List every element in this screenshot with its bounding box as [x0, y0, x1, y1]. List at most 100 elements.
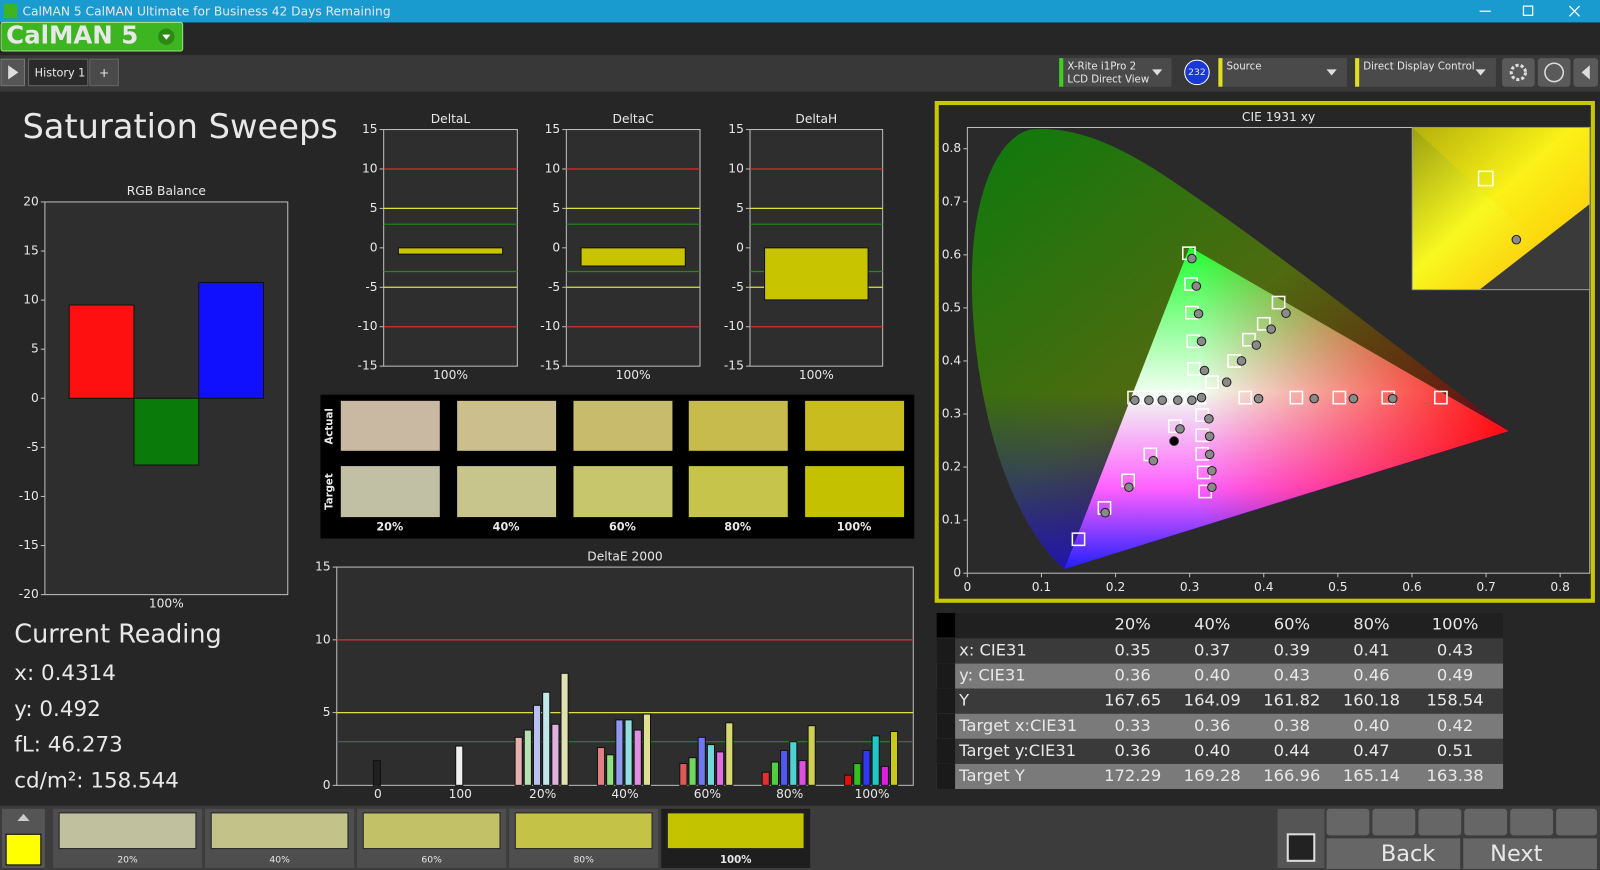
- tab-label: History 1: [35, 66, 86, 79]
- restore-button[interactable]: [1522, 5, 1534, 16]
- bar: [560, 672, 569, 786]
- table-cell: 163.38: [1427, 766, 1484, 785]
- help-button[interactable]: [1537, 58, 1571, 87]
- add-tab-button[interactable]: [89, 58, 119, 87]
- device-selector[interactable]: [1059, 58, 1172, 87]
- y-tick-label: 0.7: [942, 194, 961, 208]
- y-tick-label: -5: [548, 280, 560, 294]
- current-color: [5, 833, 42, 866]
- dropdown-arrow: [1152, 69, 1163, 76]
- target-point: [1204, 375, 1219, 390]
- zoom-inset: [1412, 127, 1590, 290]
- bar: [706, 744, 716, 786]
- y-tick-label: 5: [370, 201, 378, 215]
- y-tick-label: 10: [315, 632, 331, 646]
- row-label: Target y:CIE31: [958, 741, 1076, 760]
- measured-point: [1207, 465, 1217, 476]
- loop-button[interactable]: [1464, 808, 1508, 836]
- target-point: [1256, 316, 1271, 331]
- x-tick-label: 0.1: [1032, 580, 1051, 594]
- table-cell: 158.54: [1427, 691, 1484, 710]
- measured-point: [1204, 414, 1214, 424]
- device-status: [1059, 58, 1064, 87]
- measured-point: [1193, 308, 1204, 319]
- next-button[interactable]: [1463, 838, 1597, 869]
- close-button[interactable]: [1568, 5, 1581, 17]
- window-controls[interactable]: [1479, 5, 1581, 17]
- settings-button[interactable]: [1502, 58, 1535, 87]
- bar: [580, 247, 686, 267]
- chart-title: DeltaH: [795, 112, 837, 126]
- source-selector[interactable]: [1218, 58, 1347, 87]
- measured-point: [1196, 392, 1207, 403]
- table-cell: 169.28: [1184, 766, 1241, 785]
- badge[interactable]: [1184, 59, 1210, 86]
- logo-text: CalMAN 5: [6, 21, 138, 50]
- bar: [455, 745, 464, 786]
- control-buttons: [1326, 808, 1597, 836]
- play-button[interactable]: [1372, 808, 1416, 836]
- history-tab[interactable]: [28, 58, 89, 87]
- y-tick-label: 15: [315, 560, 331, 574]
- results-table: 20% 40% 60% 80% 100% x: CIE31 0.35 0.37 0.39 0.41…: [936, 612, 1504, 790]
- chart-title: DeltaE 2000: [587, 549, 662, 563]
- device-mode: LCD Direct View: [1067, 75, 1149, 86]
- x-tick-label: 60%: [694, 787, 721, 801]
- target-point: [1433, 390, 1448, 405]
- row-label: Actual: [325, 408, 336, 444]
- scroll-up[interactable]: [17, 813, 30, 822]
- logo-button[interactable]: [0, 21, 184, 52]
- measured-point: [1251, 340, 1262, 350]
- table-row: [936, 638, 1504, 664]
- table-left-strip: [936, 738, 956, 764]
- bar: [725, 722, 734, 786]
- dropdown-arrow: [162, 34, 171, 40]
- inset-outside-gamut: [1479, 203, 1590, 290]
- back-button[interactable]: [1326, 838, 1461, 869]
- chart-title: CIE 1931 xy: [1242, 110, 1315, 124]
- bar: [514, 736, 523, 786]
- target-point: [1271, 295, 1286, 310]
- bar: [798, 760, 807, 786]
- reading-x: x: 0.4314: [14, 661, 116, 686]
- table-cell: 160.18: [1343, 691, 1400, 710]
- play-icon: [8, 65, 19, 80]
- table-cell: 0.42: [1437, 716, 1473, 735]
- table-cell: 0.33: [1114, 716, 1150, 735]
- check-button[interactable]: [1556, 808, 1597, 836]
- table-row: [936, 688, 1504, 714]
- table-cell: 0.43: [1437, 641, 1473, 660]
- row-label: Target: [325, 473, 336, 510]
- display-control-selector[interactable]: [1355, 58, 1496, 87]
- stop-button[interactable]: [1326, 808, 1370, 836]
- bar: [198, 281, 264, 399]
- bar: [889, 730, 899, 786]
- actual-swatch: [573, 400, 673, 451]
- x-tick-label: 0.8: [1550, 580, 1569, 594]
- stop-all-button[interactable]: [1286, 833, 1316, 862]
- header-cell: 100%: [1432, 615, 1479, 634]
- target-point: [1071, 532, 1086, 547]
- table-cell: 0.46: [1353, 666, 1389, 685]
- measured-point: [1169, 436, 1179, 446]
- bar: [697, 736, 706, 786]
- measured-point: [1148, 455, 1159, 466]
- row-label: x: CIE31: [959, 641, 1027, 660]
- table-row: [936, 663, 1504, 689]
- measured-point: [1187, 395, 1197, 406]
- fit-button[interactable]: [1418, 808, 1462, 836]
- table-cell: 0.35: [1114, 641, 1150, 660]
- measured-point: [1236, 356, 1247, 366]
- y-tick-label: 10: [545, 161, 561, 175]
- table-cell: 0.38: [1274, 716, 1310, 735]
- help-icon: [1544, 62, 1565, 83]
- target-swatch: [688, 466, 788, 518]
- table-cell: 0.40: [1194, 741, 1230, 760]
- x-tick-label: 0.5: [1328, 580, 1347, 594]
- point-label: 60%: [421, 854, 442, 865]
- refresh-button[interactable]: [1510, 808, 1554, 836]
- measured-point: [1348, 393, 1359, 404]
- actual-swatch: [340, 400, 440, 451]
- table-row: [936, 713, 1504, 739]
